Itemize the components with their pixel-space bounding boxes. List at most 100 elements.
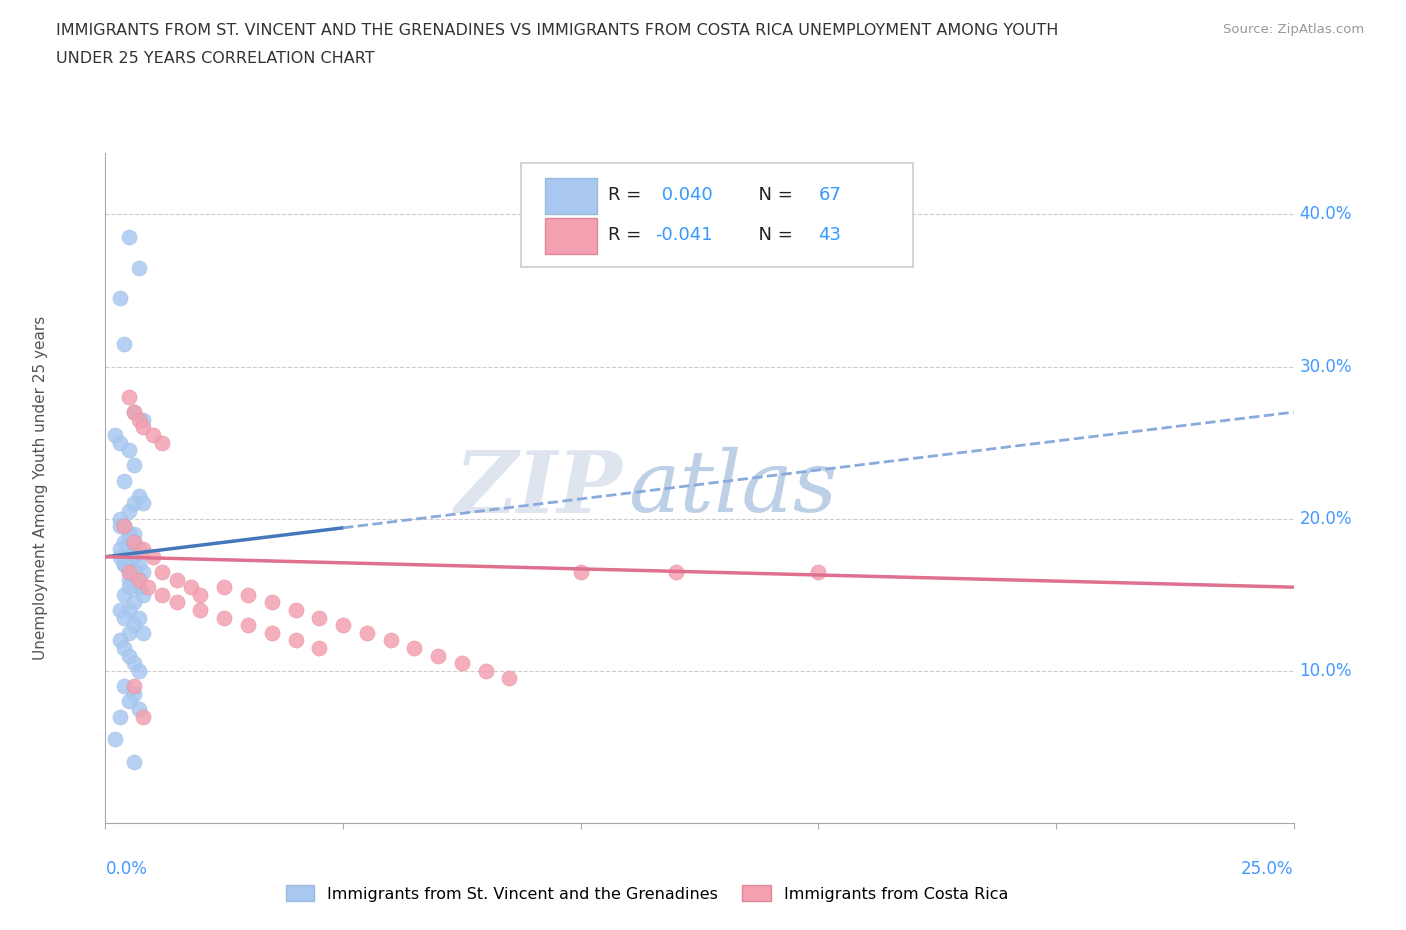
Point <box>118 443 141 458</box>
Point <box>122 405 145 419</box>
Point <box>118 526 141 541</box>
Text: 67: 67 <box>818 186 841 204</box>
Point <box>114 641 136 656</box>
Point <box>108 603 131 618</box>
Point <box>128 663 150 678</box>
Text: N =: N = <box>747 226 799 245</box>
Text: 0.040: 0.040 <box>655 186 713 204</box>
Point <box>108 633 131 648</box>
Point <box>128 541 150 556</box>
Point <box>118 579 141 594</box>
Point <box>128 579 150 594</box>
Point <box>122 565 145 579</box>
Point <box>108 290 131 305</box>
Point <box>665 565 688 579</box>
Point <box>114 610 136 625</box>
Point <box>128 572 150 587</box>
Point <box>122 458 145 472</box>
Point <box>114 534 136 549</box>
Point <box>474 663 496 678</box>
Point <box>142 550 165 565</box>
Point <box>118 390 141 405</box>
Point <box>114 519 136 534</box>
Text: Source: ZipAtlas.com: Source: ZipAtlas.com <box>1223 23 1364 36</box>
Point <box>118 230 141 245</box>
FancyBboxPatch shape <box>546 218 598 254</box>
Point <box>122 686 145 701</box>
Text: 20.0%: 20.0% <box>1299 510 1353 527</box>
Point <box>108 709 131 724</box>
Point <box>114 679 136 694</box>
Text: 40.0%: 40.0% <box>1299 206 1351 223</box>
Point <box>122 526 145 541</box>
Point <box>807 565 830 579</box>
Point <box>569 565 592 579</box>
FancyBboxPatch shape <box>522 164 914 267</box>
Point <box>118 648 141 663</box>
Point <box>132 412 155 427</box>
Point <box>122 534 145 549</box>
Text: 0.0%: 0.0% <box>105 860 148 878</box>
Point <box>104 428 127 443</box>
Point <box>114 557 136 572</box>
Point <box>190 603 212 618</box>
Point <box>128 260 150 275</box>
Point <box>214 579 236 594</box>
Point <box>152 565 174 579</box>
Point <box>132 588 155 603</box>
Point <box>128 572 150 587</box>
Point <box>122 656 145 671</box>
Point <box>122 405 145 419</box>
Point <box>114 588 136 603</box>
Point <box>114 519 136 534</box>
Point <box>122 496 145 511</box>
Point <box>136 579 159 594</box>
Text: 30.0%: 30.0% <box>1299 357 1353 376</box>
Point <box>132 496 155 511</box>
Point <box>118 603 141 618</box>
Point <box>166 595 188 610</box>
Point <box>236 618 259 632</box>
Point <box>166 572 188 587</box>
Text: atlas: atlas <box>628 447 838 529</box>
Point <box>118 694 141 709</box>
Point <box>498 671 520 686</box>
Point <box>427 648 450 663</box>
Point <box>122 565 145 579</box>
Text: 10.0%: 10.0% <box>1299 662 1353 680</box>
Point <box>308 610 330 625</box>
Point <box>404 641 426 656</box>
Legend: Immigrants from St. Vincent and the Grenadines, Immigrants from Costa Rica: Immigrants from St. Vincent and the Gren… <box>280 879 1014 908</box>
Point <box>132 420 155 435</box>
Point <box>122 679 145 694</box>
Point <box>132 541 155 556</box>
Point <box>450 656 472 671</box>
Point <box>118 550 141 565</box>
Point <box>132 625 155 640</box>
Point <box>118 565 141 579</box>
Text: Unemployment Among Youth under 25 years: Unemployment Among Youth under 25 years <box>32 316 48 660</box>
Point <box>152 435 174 450</box>
Text: -0.041: -0.041 <box>655 226 713 245</box>
Point <box>128 579 150 594</box>
Point <box>108 512 131 526</box>
Text: UNDER 25 YEARS CORRELATION CHART: UNDER 25 YEARS CORRELATION CHART <box>56 51 375 66</box>
Point <box>118 550 141 565</box>
Point <box>114 519 136 534</box>
Point <box>114 557 136 572</box>
Point <box>132 709 155 724</box>
Text: 43: 43 <box>818 226 841 245</box>
Point <box>118 504 141 519</box>
Point <box>214 610 236 625</box>
Point <box>332 618 354 632</box>
Text: N =: N = <box>747 186 799 204</box>
Point <box>118 565 141 579</box>
Point <box>308 641 330 656</box>
Point <box>122 755 145 770</box>
Text: ZIP: ZIP <box>454 446 623 530</box>
Point <box>236 588 259 603</box>
Point <box>284 633 307 648</box>
Point <box>118 541 141 556</box>
Point <box>118 625 141 640</box>
Point <box>380 633 402 648</box>
